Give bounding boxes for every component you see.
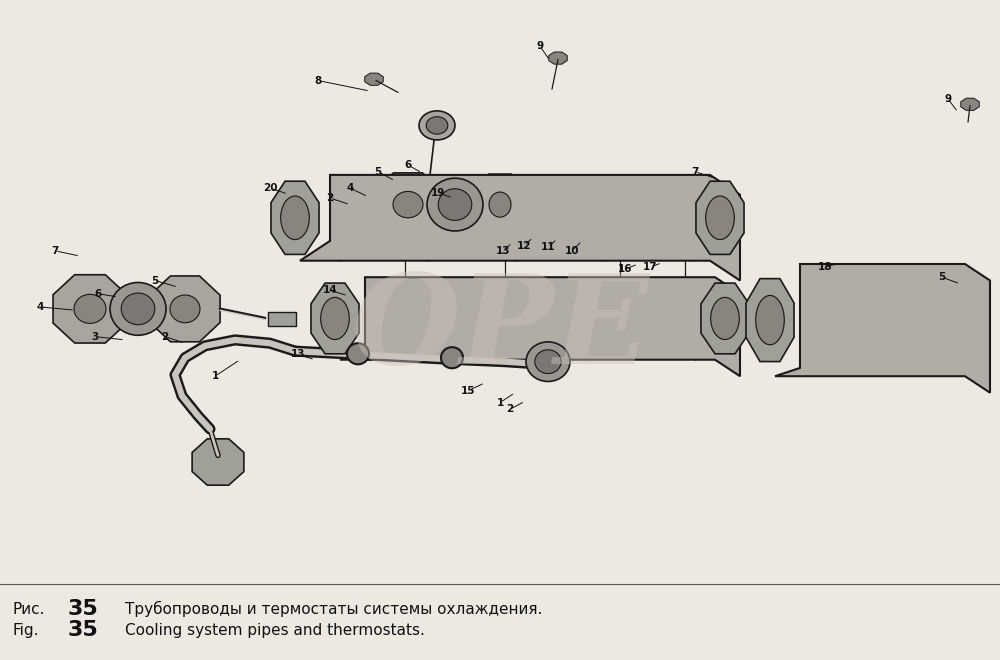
Text: 15: 15 (461, 385, 475, 396)
Ellipse shape (419, 111, 455, 140)
Text: 13: 13 (496, 246, 510, 256)
Text: 5: 5 (374, 166, 382, 177)
Text: 10: 10 (565, 246, 579, 256)
Text: 4: 4 (36, 302, 44, 312)
Text: 1: 1 (496, 397, 504, 408)
Text: 2: 2 (161, 331, 169, 342)
Text: 12: 12 (517, 240, 531, 251)
Polygon shape (300, 175, 740, 280)
Ellipse shape (535, 350, 561, 374)
Polygon shape (373, 173, 443, 236)
Ellipse shape (706, 196, 734, 240)
Ellipse shape (489, 192, 511, 217)
Text: 3: 3 (91, 331, 99, 342)
Text: 8: 8 (314, 75, 322, 86)
Text: 20: 20 (263, 183, 277, 193)
Ellipse shape (74, 294, 106, 323)
Ellipse shape (526, 342, 570, 381)
Ellipse shape (170, 295, 200, 323)
Text: 9: 9 (536, 41, 544, 51)
Text: 4: 4 (346, 183, 354, 193)
FancyBboxPatch shape (268, 312, 296, 326)
Text: 17: 17 (643, 262, 657, 273)
Text: 5: 5 (938, 272, 946, 282)
Ellipse shape (441, 347, 463, 368)
Text: 2: 2 (326, 193, 334, 203)
Text: Cooling system pipes and thermostats.: Cooling system pipes and thermostats. (125, 623, 425, 638)
Text: 35: 35 (68, 599, 99, 619)
Polygon shape (311, 283, 359, 354)
Text: 5: 5 (151, 275, 159, 286)
Polygon shape (53, 275, 127, 343)
Text: 19: 19 (431, 187, 445, 198)
Text: Рис.: Рис. (12, 602, 44, 616)
Polygon shape (365, 73, 383, 85)
Ellipse shape (393, 191, 423, 218)
Text: 14: 14 (323, 285, 337, 296)
Polygon shape (271, 182, 319, 254)
Ellipse shape (426, 117, 448, 134)
Text: 16: 16 (618, 264, 632, 275)
Ellipse shape (438, 189, 472, 220)
Polygon shape (775, 264, 990, 393)
Ellipse shape (756, 296, 784, 345)
Polygon shape (961, 98, 979, 110)
Ellipse shape (427, 178, 483, 231)
Text: 6: 6 (94, 288, 102, 299)
Text: 11: 11 (541, 242, 555, 253)
Polygon shape (340, 277, 740, 376)
Ellipse shape (321, 298, 349, 339)
Ellipse shape (281, 196, 309, 240)
Polygon shape (746, 279, 794, 362)
Text: 7: 7 (691, 166, 699, 177)
Ellipse shape (347, 343, 369, 364)
Text: 18: 18 (818, 262, 832, 273)
Text: Трубопроводы и термостаты системы охлаждения.: Трубопроводы и термостаты системы охлажд… (125, 601, 542, 617)
Text: 2: 2 (506, 404, 514, 414)
Ellipse shape (121, 293, 155, 325)
Ellipse shape (711, 298, 739, 339)
Text: 7: 7 (51, 246, 59, 256)
Polygon shape (701, 283, 749, 354)
Text: 1: 1 (211, 371, 219, 381)
Text: 9: 9 (944, 94, 952, 104)
Text: ОРЕ: ОРЕ (351, 269, 649, 391)
Polygon shape (549, 52, 567, 64)
Text: Fig.: Fig. (12, 623, 38, 638)
Text: 35: 35 (68, 620, 99, 640)
Ellipse shape (110, 282, 166, 335)
Polygon shape (472, 174, 528, 235)
Text: 6: 6 (404, 160, 412, 170)
Text: 13: 13 (291, 349, 305, 360)
Polygon shape (150, 276, 220, 342)
Polygon shape (192, 439, 244, 485)
Polygon shape (696, 182, 744, 254)
